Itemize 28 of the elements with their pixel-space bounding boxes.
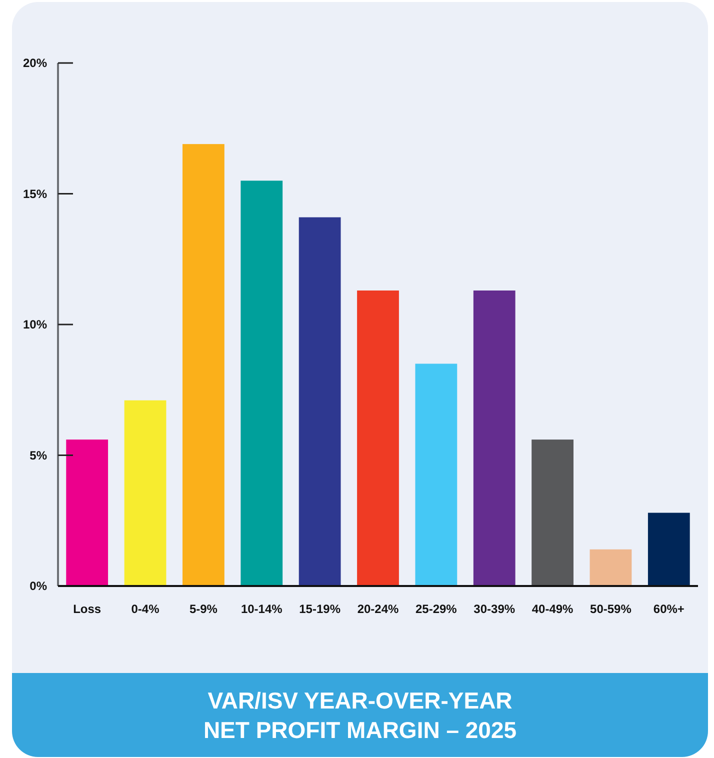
y-tick-label: 20%: [22, 56, 48, 70]
x-tick-label: Loss: [73, 602, 102, 616]
bar: [66, 440, 108, 586]
x-tick-label: 30-39%: [474, 602, 516, 616]
bar: [590, 549, 632, 586]
x-tick-label: 5-9%: [189, 602, 218, 616]
x-tick-label: 10-14%: [240, 602, 283, 616]
x-tick-label: 25-29%: [415, 602, 458, 616]
x-tick-label: 60%+: [653, 602, 684, 616]
bar: [532, 440, 574, 586]
bar: [357, 290, 399, 586]
x-tick-label: 50-59%: [590, 602, 632, 616]
bar: [648, 512, 690, 586]
y-tick-label: 0%: [30, 579, 48, 593]
x-tick-label: 40-49%: [532, 602, 574, 616]
y-tick-label: 10%: [22, 318, 48, 332]
x-tick-label: 20-24%: [357, 602, 400, 616]
y-tick-label: 15%: [22, 186, 48, 201]
bar: [415, 364, 458, 586]
bar: [473, 290, 516, 586]
bar: [182, 144, 224, 586]
x-tick-label: 15-19%: [299, 602, 341, 616]
bar: [298, 217, 341, 586]
text: VAR/ISV YEAR-OVER-YEAR NET PROFIT MARGIN – 2025: [203, 687, 517, 743]
x-tick-label: 0-4%: [131, 602, 160, 616]
bar: [240, 180, 283, 586]
y-tick-label: 5%: [30, 448, 48, 462]
bar: [124, 400, 166, 586]
